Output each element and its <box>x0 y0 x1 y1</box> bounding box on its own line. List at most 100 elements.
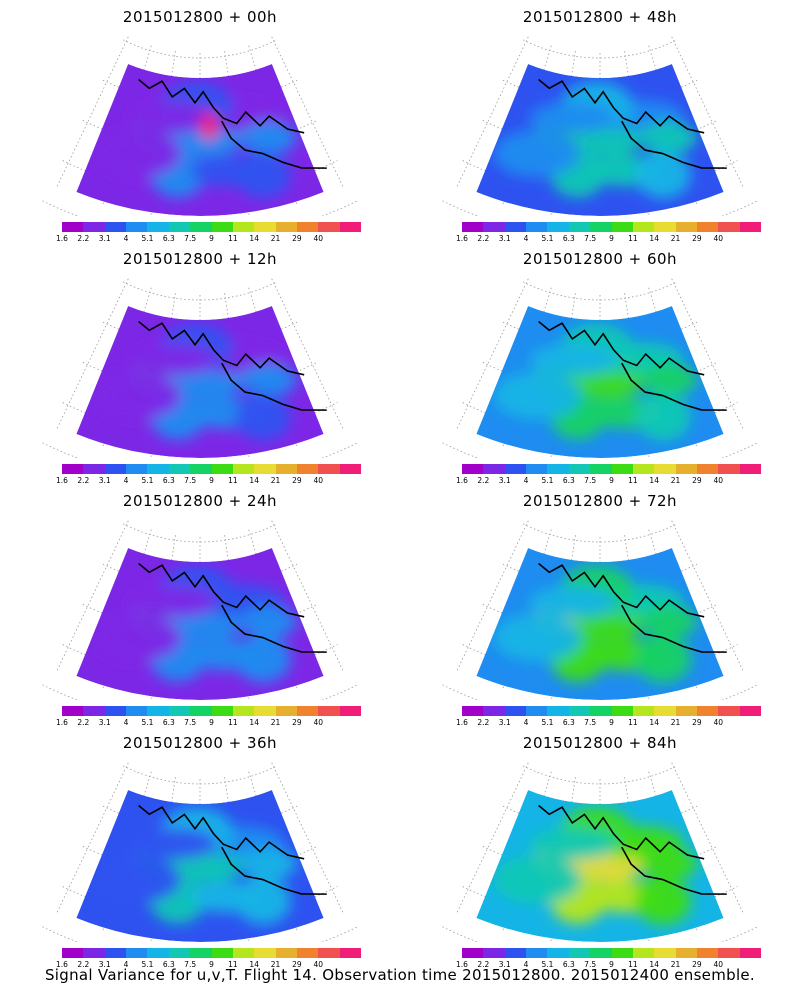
colorbar-label: 9 <box>609 960 614 969</box>
colorbar-swatch <box>339 222 362 232</box>
colorbar-swatch <box>718 706 740 716</box>
colorbar-swatch <box>211 464 233 474</box>
colorbar-label: 9 <box>609 234 614 243</box>
colorbar-label: 40 <box>313 960 324 969</box>
colorbar-swatch <box>168 464 191 474</box>
colorbar <box>62 948 362 958</box>
colorbar-swatch <box>526 464 548 474</box>
colorbar-swatch <box>718 222 740 232</box>
colorbar-label: 7.5 <box>584 960 597 969</box>
colorbar-label: 21 <box>670 476 681 485</box>
colorbar-label: 5.1 <box>541 960 554 969</box>
colorbar-swatch <box>590 706 612 716</box>
panel-title: 2015012800 + 36h <box>122 734 278 752</box>
colorbar-label: 21 <box>670 718 681 727</box>
colorbar-swatch <box>483 706 505 716</box>
colorbar <box>62 464 362 474</box>
panel-title: 2015012800 + 84h <box>522 734 678 752</box>
colorbar-label: 5.1 <box>141 476 154 485</box>
colorbar-label: 14 <box>649 234 659 243</box>
colorbar-label: 9 <box>609 476 614 485</box>
colorbar-swatch <box>462 948 484 958</box>
colorbar-swatch <box>147 222 169 232</box>
colorbar-label: 6.3 <box>162 234 175 243</box>
variance-field <box>476 64 724 216</box>
colorbar-swatch <box>190 706 212 716</box>
colorbar-label: 4 <box>123 718 129 727</box>
colorbar-swatch <box>275 706 297 716</box>
colorbar-swatch <box>483 464 505 474</box>
colorbar-swatch <box>547 706 569 716</box>
colorbar-swatch <box>526 706 548 716</box>
coastline <box>138 562 327 653</box>
colorbar-swatch <box>696 464 719 474</box>
colorbar-label: 11 <box>228 960 238 969</box>
colorbar-label: 6.3 <box>562 718 575 727</box>
colorbar-label: 7.5 <box>184 960 197 969</box>
panel-title: 2015012800 + 48h <box>522 8 678 26</box>
variance-map <box>442 762 758 942</box>
colorbar-swatch <box>62 464 84 474</box>
colorbar-swatch <box>275 464 297 474</box>
colorbar-swatch <box>232 706 255 716</box>
colorbar-labels: 1.6 2.2 3.1 4 5.1 6.3 7.5 9 11 14 21 29 40 <box>56 960 361 970</box>
colorbar-label: 2.2 <box>77 718 90 727</box>
colorbar <box>462 706 762 716</box>
colorbar-swatch <box>318 948 340 958</box>
colorbar-label: 7.5 <box>584 476 597 485</box>
coastline <box>538 804 727 895</box>
colorbar-label: 40 <box>713 234 724 243</box>
colorbar-swatch <box>654 948 676 958</box>
colorbar-swatch <box>318 222 340 232</box>
colorbar-label: 6.3 <box>162 718 175 727</box>
colorbar-label: 4 <box>523 718 529 727</box>
colorbar-swatch <box>83 706 105 716</box>
colorbar-swatch <box>526 222 548 232</box>
coastline <box>538 320 727 411</box>
colorbar-label: 14 <box>649 960 659 969</box>
colorbar-swatch <box>339 948 362 958</box>
colorbar-swatch <box>126 706 148 716</box>
colorbar-swatch <box>318 464 340 474</box>
colorbar <box>62 222 362 232</box>
colorbar-swatch <box>83 948 105 958</box>
colorbar-label: 9 <box>209 476 214 485</box>
colorbar-label: 9 <box>209 718 214 727</box>
colorbar-swatch <box>296 706 319 716</box>
colorbar-swatch <box>696 222 719 232</box>
colorbar-label: 3.1 <box>98 718 111 727</box>
variance-field <box>76 64 324 216</box>
colorbar-label: 29 <box>692 234 702 243</box>
colorbar-swatch <box>632 464 655 474</box>
colorbar-label: 2.2 <box>77 234 90 243</box>
colorbar-swatch <box>568 948 591 958</box>
colorbar-swatch <box>739 222 762 232</box>
colorbar-swatch <box>675 464 697 474</box>
colorbar-swatch <box>104 706 127 716</box>
colorbar-label: 6.3 <box>562 476 575 485</box>
colorbar-swatch <box>718 464 740 474</box>
colorbar-swatch <box>232 948 255 958</box>
colorbar-label: 9 <box>609 718 614 727</box>
colorbar-label: 2.2 <box>477 476 490 485</box>
colorbar-swatch <box>126 464 148 474</box>
colorbar-label: 14 <box>649 718 659 727</box>
colorbar-swatch <box>547 222 569 232</box>
colorbar-label: 7.5 <box>584 234 597 243</box>
map-panel: 2015012800 + 12h 1.6 2.2 3.1 4 5.1 6.3 7.5 9 11 14… <box>0 242 400 485</box>
colorbar-swatch <box>104 464 127 474</box>
colorbar-label: 14 <box>249 476 259 485</box>
colorbar-label: 1.6 <box>56 476 68 485</box>
map-panel: 2015012800 + 24h 1.6 2.2 3.1 4 5.1 6.3 7.5 9 11 14… <box>0 484 400 727</box>
colorbar-swatch <box>339 464 362 474</box>
colorbar-label: 14 <box>249 234 259 243</box>
coastline <box>538 78 727 169</box>
panel-title: 2015012800 + 12h <box>122 250 278 268</box>
colorbar-swatch <box>62 706 84 716</box>
colorbar-swatch <box>254 464 276 474</box>
variance-field <box>76 790 324 942</box>
colorbar-label: 3.1 <box>498 718 511 727</box>
colorbar-label: 1.6 <box>456 476 468 485</box>
colorbar-swatch <box>462 464 484 474</box>
